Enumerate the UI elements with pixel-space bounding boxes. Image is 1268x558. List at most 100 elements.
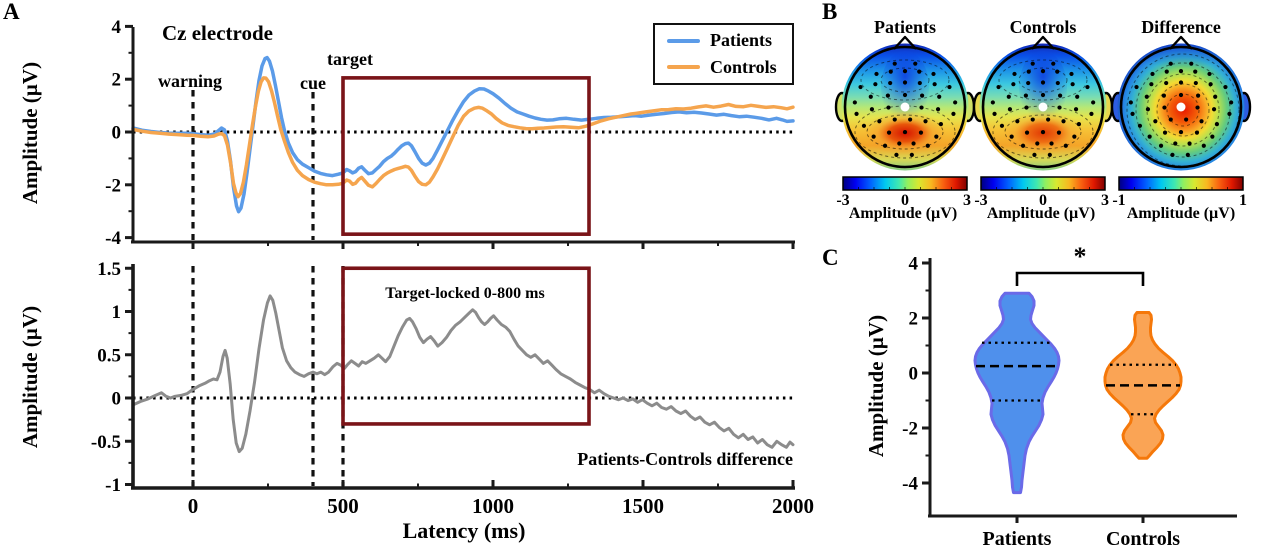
electrode-dot bbox=[1040, 68, 1046, 74]
topo-title-difference: Difference bbox=[1141, 17, 1221, 37]
electrode-dot bbox=[892, 61, 897, 66]
colorbar-tick-label: 3 bbox=[963, 192, 971, 209]
axes-violin-plot bbox=[928, 258, 1237, 518]
electrode-dot bbox=[1194, 130, 1200, 135]
electrode-dot bbox=[1162, 130, 1168, 135]
xtick-label: 2000 bbox=[772, 494, 814, 518]
electrode-dot bbox=[858, 84, 863, 90]
electrode-dot bbox=[947, 84, 952, 90]
electrode-dot bbox=[1196, 93, 1201, 98]
electrode-dot bbox=[913, 61, 918, 66]
violin-patients bbox=[973, 291, 1061, 495]
significance-star: * bbox=[1073, 242, 1087, 271]
colorbar-tick-label: -3 bbox=[836, 192, 849, 209]
electrode-dot bbox=[902, 80, 908, 85]
electrode-dot bbox=[885, 93, 890, 98]
target-window-box-top bbox=[341, 76, 591, 236]
electrode-dot bbox=[1211, 107, 1217, 112]
y-axis-label-bottom: Amplitude (µV) bbox=[17, 305, 42, 449]
electrode-dot bbox=[1070, 82, 1075, 87]
ytick-label-bottom: -0.5 bbox=[91, 432, 121, 453]
colorbar-tick-label: 1 bbox=[1239, 192, 1247, 209]
electrode-dot bbox=[923, 119, 928, 124]
xtick-label: 1000 bbox=[472, 494, 514, 518]
electrode-dot bbox=[1153, 119, 1158, 124]
electrode-dot bbox=[1168, 61, 1173, 66]
topomap-difference bbox=[1110, 35, 1252, 171]
electrode-dot bbox=[1073, 107, 1079, 112]
electrode-dot bbox=[1130, 111, 1135, 116]
electrode-dot bbox=[1178, 92, 1184, 98]
colorbar-controls: -3 0 3 bbox=[974, 176, 1109, 209]
panel-b-label: B bbox=[822, 0, 838, 24]
electrode-dot bbox=[1057, 105, 1062, 110]
electrode-dot bbox=[1168, 117, 1173, 122]
difference-curve bbox=[131, 294, 795, 454]
ytick-label-bottom: 0.5 bbox=[97, 345, 121, 366]
patients-curve bbox=[131, 55, 795, 214]
electrode-dot bbox=[897, 141, 902, 146]
electrode-dot bbox=[1178, 68, 1184, 74]
ytick-label-violin: 0 bbox=[909, 364, 919, 385]
electrode-dot bbox=[871, 134, 876, 139]
annotation-difference: Patients-Controls difference bbox=[577, 449, 793, 469]
electrode-dot bbox=[902, 92, 908, 98]
legend-label-controls: Controls bbox=[710, 56, 777, 77]
contour-line bbox=[866, 114, 944, 150]
electrode-dot bbox=[938, 122, 944, 127]
colorbar-label-controls: Amplitude (µV) bbox=[986, 205, 1096, 222]
colorbar-difference: -1 0 1 bbox=[1112, 176, 1247, 209]
electrode-dot bbox=[1195, 105, 1200, 110]
electrode-dot bbox=[937, 94, 942, 99]
electrode-dot bbox=[1173, 141, 1178, 146]
electrode-dot bbox=[1055, 80, 1060, 86]
electrode-dot bbox=[992, 111, 997, 116]
ytick-label-top: 2 bbox=[112, 70, 122, 91]
electrode-dot bbox=[1178, 80, 1184, 85]
electrode-dot bbox=[852, 100, 857, 105]
colorbar-tick-label: 0 bbox=[1039, 192, 1047, 209]
electrode-dot bbox=[996, 84, 1001, 90]
electrode-dot bbox=[1007, 107, 1013, 112]
electrode-dot bbox=[931, 71, 936, 77]
cz-electrode-marker bbox=[1176, 102, 1186, 112]
electrode-dot bbox=[1011, 82, 1016, 87]
electrode-dot bbox=[1207, 71, 1212, 77]
electrode-dot bbox=[920, 93, 925, 98]
electrode-dot bbox=[1032, 152, 1037, 157]
electrode-dot bbox=[1085, 84, 1090, 90]
electrode-dot bbox=[888, 80, 893, 86]
electrode-dot bbox=[1024, 130, 1030, 135]
electrode-dot bbox=[1128, 100, 1133, 105]
electrode-dot bbox=[1158, 143, 1164, 148]
y-axis-label-top: Amplitude (µV) bbox=[17, 61, 42, 205]
colorbar-label-patients: Amplitude (µV) bbox=[848, 205, 958, 222]
contour-line bbox=[1166, 93, 1200, 127]
patients-line-swatch bbox=[667, 38, 700, 43]
electrode-dot bbox=[911, 141, 916, 146]
ytick-label-top: -4 bbox=[105, 228, 121, 249]
electrode-dot bbox=[1164, 69, 1169, 74]
legend-label-patients: Patients bbox=[710, 30, 772, 51]
electrode-dot bbox=[999, 123, 1005, 128]
electrode-dot bbox=[1056, 130, 1062, 135]
nose-outline bbox=[1031, 35, 1055, 50]
electrode-dot bbox=[932, 82, 937, 87]
frontal-blue-dip bbox=[881, 51, 929, 123]
head-outline bbox=[1119, 45, 1243, 169]
electrode-dot bbox=[1012, 71, 1017, 77]
electrode-dot bbox=[1020, 143, 1026, 148]
ytick-label-top: 0 bbox=[112, 123, 122, 144]
controls-curve bbox=[131, 76, 795, 199]
electrode-dot bbox=[1134, 84, 1139, 90]
electrode-dot bbox=[1189, 61, 1194, 66]
electrode-dot bbox=[1213, 94, 1218, 99]
electrode-dot bbox=[917, 69, 922, 74]
electrode-dot bbox=[934, 134, 939, 139]
cz-electrode-marker bbox=[1038, 102, 1048, 112]
electrode-dot bbox=[1137, 123, 1143, 128]
topomap-controls bbox=[972, 35, 1114, 171]
electrode-dot bbox=[1170, 152, 1175, 157]
electrode-dot bbox=[1144, 94, 1149, 99]
